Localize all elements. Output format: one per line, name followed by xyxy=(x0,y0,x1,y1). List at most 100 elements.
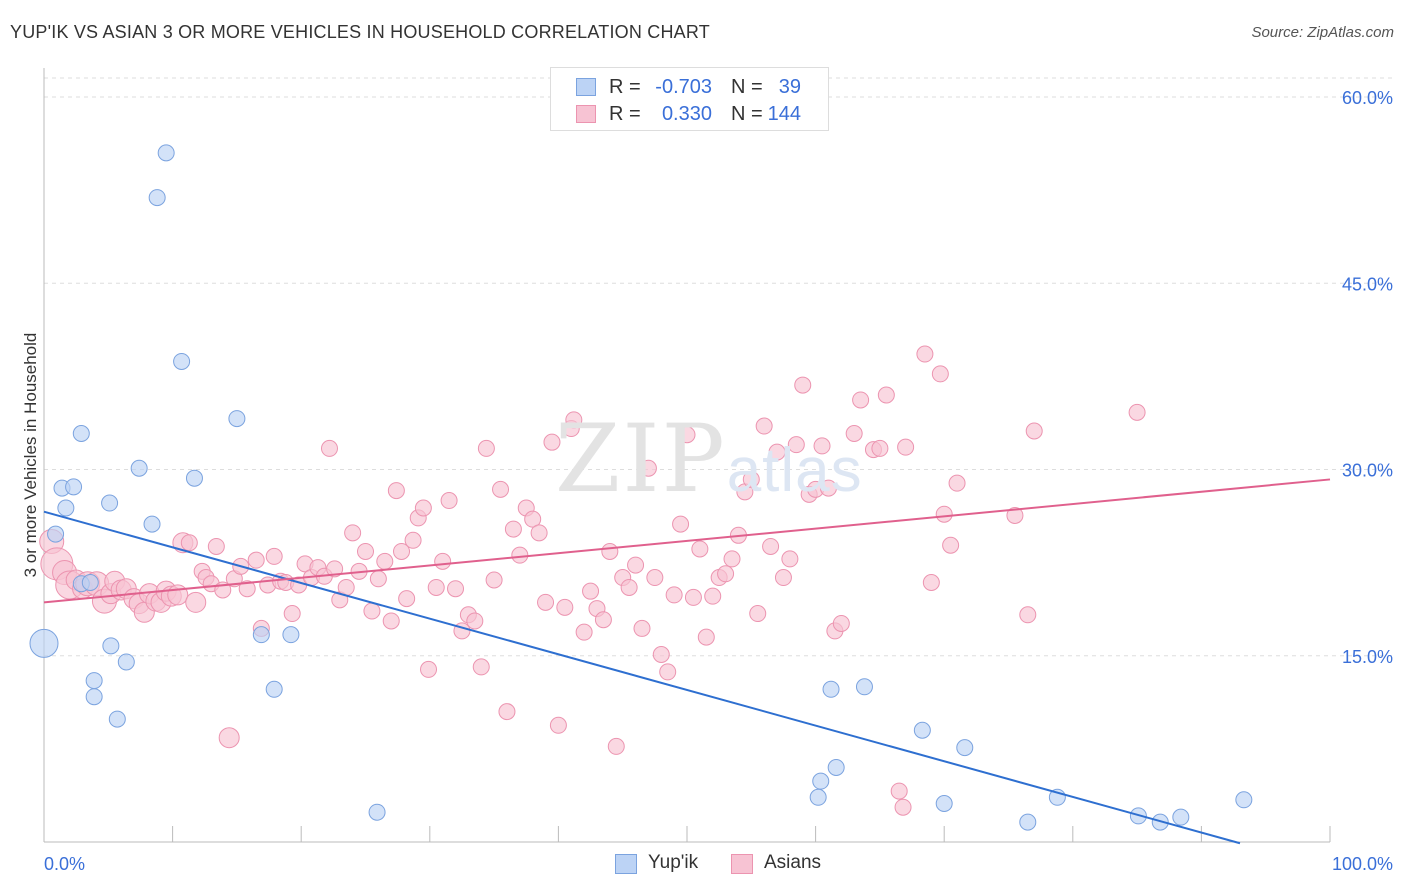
source-credit: Source: ZipAtlas.com xyxy=(1251,24,1394,41)
asian-point xyxy=(794,376,812,394)
y-tick-label: 30.0% xyxy=(1342,461,1393,481)
asian-point xyxy=(556,598,574,616)
asian-point xyxy=(877,386,895,404)
asian-point xyxy=(185,591,207,613)
asian-point xyxy=(691,540,709,558)
asian-point xyxy=(511,546,529,564)
asian-point xyxy=(498,703,516,721)
yupik-point xyxy=(72,424,90,442)
yupik-point xyxy=(57,499,75,517)
asian-point xyxy=(646,569,664,587)
asian-point xyxy=(768,443,786,461)
yupik-point xyxy=(855,678,873,696)
yupik-point xyxy=(185,469,203,487)
yupik-label: Yup'ik xyxy=(648,852,699,873)
asian-point xyxy=(575,623,593,641)
asian-point xyxy=(404,531,422,549)
asian-point xyxy=(398,590,416,608)
asian-point xyxy=(320,439,338,457)
r-value: 0.330 xyxy=(661,103,712,125)
asian-point xyxy=(326,560,344,578)
r-label: R = xyxy=(609,103,641,125)
asian-point xyxy=(472,658,490,676)
n-label: N = xyxy=(731,76,763,98)
yupik-point xyxy=(913,721,931,739)
asian-point xyxy=(787,436,805,454)
asian-point xyxy=(678,426,696,444)
asian-point xyxy=(427,578,445,596)
asian-point xyxy=(369,570,387,588)
asian-point xyxy=(447,580,465,598)
asian-point xyxy=(466,612,484,630)
yupik-point xyxy=(157,144,175,162)
asian-point xyxy=(414,499,432,517)
yupik-point xyxy=(81,573,99,591)
asian-point xyxy=(1019,606,1037,624)
n-value: 39 xyxy=(778,76,801,98)
asian-point xyxy=(1006,506,1024,524)
asian-point xyxy=(890,782,908,800)
asian-point xyxy=(922,573,940,591)
n-value: 144 xyxy=(767,103,801,125)
yupik-point xyxy=(102,637,120,655)
asian-point xyxy=(363,602,381,620)
yupik-point xyxy=(130,459,148,477)
yupik-point xyxy=(101,494,119,512)
asians-swatch xyxy=(731,854,753,874)
asian-point xyxy=(440,492,458,510)
asian-point xyxy=(238,580,256,598)
asian-point xyxy=(207,537,225,555)
asian-point xyxy=(594,611,612,629)
asian-point xyxy=(832,614,850,632)
asian-point xyxy=(894,798,912,816)
asians-swatch xyxy=(576,105,596,123)
asian-point xyxy=(774,569,792,587)
asian-point xyxy=(247,551,265,569)
yupik-point xyxy=(108,710,126,728)
asian-point xyxy=(931,365,949,383)
asian-point xyxy=(344,524,362,542)
asians-label: Asians xyxy=(764,852,822,873)
y-tick-label: 15.0% xyxy=(1342,647,1393,667)
asian-point xyxy=(565,411,583,429)
yupik-point xyxy=(368,803,386,821)
asian-point xyxy=(620,578,638,596)
zipatlas-watermark: ZIPatlas xyxy=(555,405,863,514)
yupik-point xyxy=(1019,813,1037,831)
yupik-point xyxy=(148,189,166,207)
yupik-point xyxy=(956,739,974,757)
asian-point xyxy=(627,556,645,574)
asian-point xyxy=(665,586,683,604)
asian-point xyxy=(813,437,831,455)
asian-point xyxy=(723,550,741,568)
yupik-point xyxy=(252,626,270,644)
asian-point xyxy=(357,542,374,560)
yupik-point xyxy=(29,628,59,658)
yupik-point xyxy=(1172,808,1190,826)
asian-point xyxy=(485,571,503,589)
yupik-point xyxy=(228,410,246,428)
y-tick-label: 45.0% xyxy=(1342,274,1393,294)
asian-point xyxy=(549,716,567,734)
x-tick-label: 0.0% xyxy=(44,854,85,874)
asian-point xyxy=(897,438,915,456)
asian-point xyxy=(684,588,702,606)
asian-point xyxy=(762,537,780,555)
yupik-swatch xyxy=(576,78,596,96)
r-value: -0.703 xyxy=(655,76,712,98)
yupik-point xyxy=(85,672,103,690)
yupik-point xyxy=(173,352,191,370)
yupik-point xyxy=(47,525,65,543)
asian-point xyxy=(492,480,510,498)
asian-point xyxy=(742,470,760,488)
asian-point xyxy=(852,391,870,409)
x-tick-label: 100.0% xyxy=(1332,854,1393,874)
asian-point xyxy=(704,587,722,605)
n-label: N = xyxy=(731,103,763,125)
yupik-trend-line xyxy=(43,510,1241,845)
yupik-point xyxy=(935,795,953,813)
asian-point xyxy=(393,542,411,560)
asian-point xyxy=(1128,403,1146,421)
legend-row-asians: R = 0.330 N = 144 xyxy=(551,101,828,129)
yupik-point xyxy=(117,653,135,671)
